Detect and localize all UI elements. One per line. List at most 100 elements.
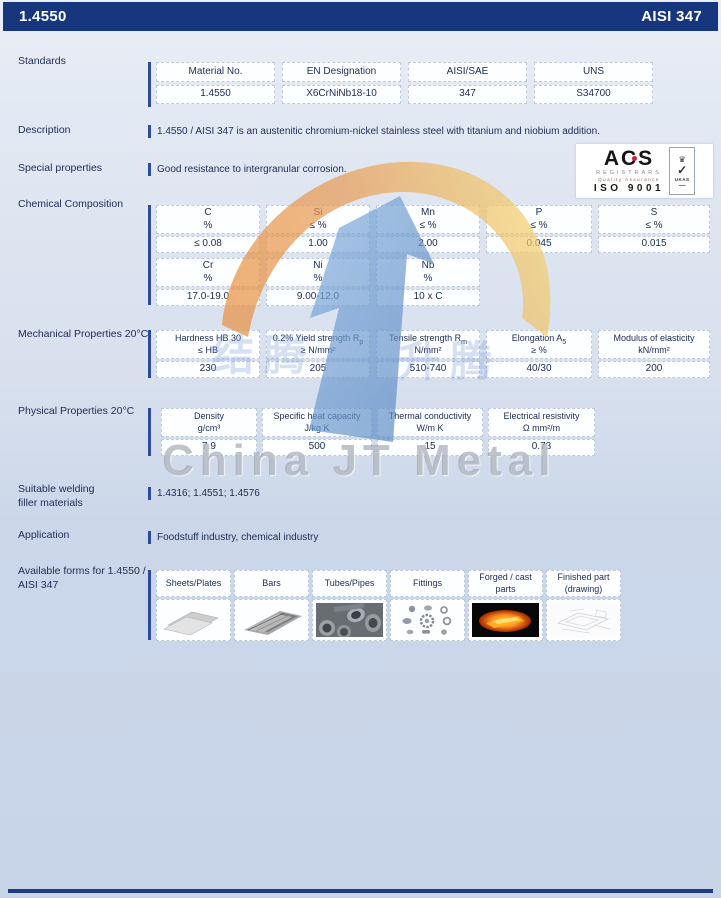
element-value: 0.045	[526, 238, 552, 250]
form-column: Tubes/Pipes	[312, 570, 387, 641]
table-column: Hardness HB 30 ≤ HB 230	[156, 330, 260, 378]
element-unit: ≤ %	[309, 219, 327, 231]
checkmark-icon: ✓	[677, 162, 688, 177]
physical-properties-label: Physical Properties 20°C	[18, 405, 135, 417]
table-column: Electrical resistivity Ω mm²/m 0.73	[488, 408, 595, 456]
column-value: 1.4550	[200, 88, 231, 100]
finished-part-drawing-image	[546, 599, 621, 641]
property-name: Thermal conductivity	[388, 411, 472, 422]
ukas-subtext: ▬▬	[678, 182, 686, 187]
element-value: ≤ 0.08	[194, 238, 222, 250]
table-column: EN Designation X6CrNiNb18-10	[282, 62, 401, 104]
element-symbol: P	[535, 207, 543, 218]
element-value: 10 x C	[413, 291, 443, 303]
property-value: 7.9	[202, 441, 216, 453]
form-name: Sheets/Plates	[165, 577, 222, 588]
application-text: Foodstuff industry, chemical industry	[157, 532, 319, 543]
column-value: X6CrNiNb18-10	[306, 88, 377, 100]
property-name: Elongation A5	[511, 333, 567, 347]
table-column: Tensile strength Rm N/mm² 510-740	[376, 330, 480, 378]
form-column: Bars	[234, 570, 309, 641]
element-value: 1.00	[308, 238, 328, 250]
column-header: EN Designation	[306, 65, 377, 77]
physical-properties-table: Density g/cm³ 7.9 Specific heat capacity…	[161, 408, 595, 456]
iso-9001-text: ISO 9001	[593, 183, 665, 194]
property-value: 200	[645, 363, 663, 375]
column-header: UNS	[582, 65, 605, 77]
special-properties-text: Good resistance to intergranular corrosi…	[157, 164, 347, 175]
table-column: Elongation A5 ≥ % 40/30	[486, 330, 592, 378]
property-unit: ≥ %	[531, 344, 547, 355]
element-unit: ≤ %	[419, 219, 437, 231]
available-forms-table: Sheets/Plates Bars Tubes/Pipes	[156, 570, 621, 641]
element-unit: ≤ %	[530, 219, 548, 231]
description-label: Description	[18, 124, 71, 136]
special-properties-label: Special properties	[18, 162, 103, 174]
standards-accent-bar	[148, 62, 151, 107]
column-header: Material No.	[188, 65, 243, 77]
ukas-mark: ♛ ✓ UKAS ▬▬	[669, 147, 696, 195]
form-name: Fittings	[412, 577, 442, 588]
forged-cast-parts-image	[468, 599, 543, 641]
form-column: Finished part (drawing)	[546, 570, 621, 641]
property-value: 0.73	[531, 441, 552, 453]
property-value: 500	[308, 441, 326, 453]
description-text: 1.4550 / AISI 347 is an austenitic chrom…	[157, 126, 601, 137]
element-symbol: Nb	[421, 260, 435, 271]
column-value: 347	[459, 88, 476, 100]
physical-accent-bar	[148, 408, 151, 456]
fittings-image	[390, 599, 465, 641]
title-bar: 1.4550 AISI 347	[3, 2, 718, 31]
property-name: Hardness HB 30	[174, 333, 242, 344]
property-unit: g/cm³	[197, 422, 221, 433]
form-name: Bars	[262, 577, 281, 588]
property-value: 510-740	[409, 363, 447, 375]
form-column: Forged / cast parts	[468, 570, 543, 641]
element-unit: %	[203, 272, 213, 284]
element-symbol: C	[204, 207, 212, 218]
tubes-pipes-image	[312, 599, 387, 641]
element-unit: %	[423, 272, 433, 284]
table-column: Modulus of elasticity kN/mm² 200	[598, 330, 710, 378]
element-value: 17.0-19.0	[186, 291, 230, 303]
form-column: Fittings	[390, 570, 465, 641]
table-column: Mn ≤ % 2.00	[376, 205, 480, 253]
acs-logo-text: ACS	[603, 147, 655, 170]
property-unit: Ω mm²/m	[522, 422, 561, 433]
welding-filler-label: Suitable welding filler materials	[18, 483, 95, 509]
element-symbol: Mn	[421, 207, 435, 218]
forms-accent-bar	[148, 570, 151, 640]
property-unit: ≥ N/mm²	[300, 344, 336, 355]
mechanical-accent-bar	[148, 330, 151, 378]
form-column: Sheets/Plates	[156, 570, 231, 641]
table-column: UNS S34700	[534, 62, 653, 104]
table-column: Thermal conductivity W/m K 15	[377, 408, 483, 456]
material-number-title: 1.4550	[19, 8, 67, 25]
ukas-text: UKAS	[674, 176, 690, 182]
standards-label: Standards	[18, 55, 66, 67]
property-name: Tensile strength Rm	[389, 333, 467, 347]
available-forms-label: Available forms for 1.4550 / AISI 347	[18, 565, 146, 591]
form-name: Tubes/Pipes	[324, 577, 375, 588]
property-unit: ≤ HB	[198, 344, 218, 355]
element-symbol: Si	[313, 207, 323, 218]
sheets-plates-image	[156, 599, 231, 641]
element-unit: %	[313, 272, 323, 284]
element-unit: %	[203, 219, 213, 231]
column-header: AISI/SAE	[446, 65, 489, 77]
property-value: 15	[424, 441, 436, 453]
chemical-composition-label: Chemical Composition	[18, 198, 124, 210]
property-unit: J/kg K	[304, 422, 330, 433]
bars-image	[234, 599, 309, 641]
column-value: S34700	[576, 88, 611, 100]
application-label: Application	[18, 529, 70, 541]
property-unit: N/mm²	[414, 344, 442, 355]
table-column: AISI/SAE 347	[408, 62, 527, 104]
table-column: P ≤ % 0.045	[486, 205, 592, 253]
chemical-accent-bar	[148, 205, 151, 305]
table-column: S ≤ % 0.015	[598, 205, 710, 253]
property-name: 0.2% Yield strength Rp	[272, 333, 364, 347]
element-symbol: Cr	[202, 260, 214, 271]
chemical-composition-table-row2: Cr % 17.0-19.0 Ni % 9.00-12.0 Nb % 10 x …	[156, 258, 480, 306]
registrars-text: REGISTRARS	[596, 170, 662, 176]
